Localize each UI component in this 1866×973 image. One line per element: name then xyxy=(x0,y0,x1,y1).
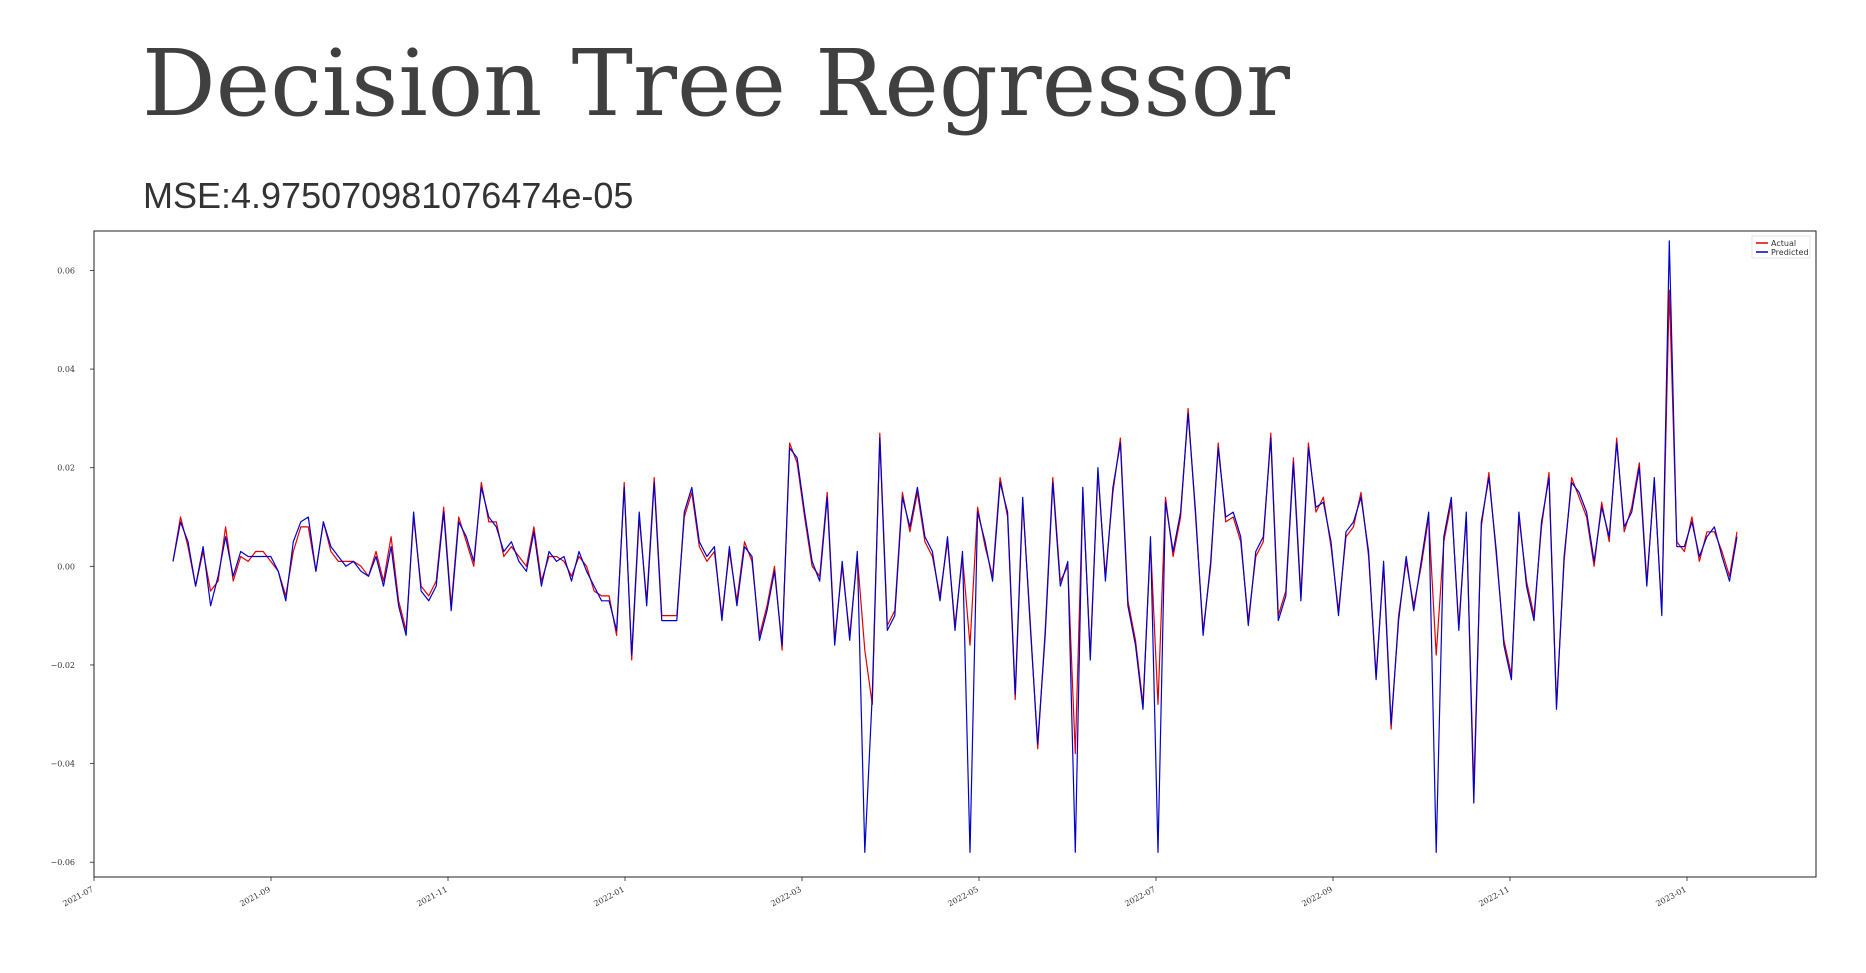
x-tick-label: 2022-11 xyxy=(1477,885,1511,909)
legend-actual-label: Actual xyxy=(1771,239,1796,248)
x-tick-label: 2021-11 xyxy=(415,885,449,909)
y-axis: −0.06 −0.04 −0.02 0.00 0.02 0.04 0.06 xyxy=(50,266,94,867)
y-tick-label: 0.04 xyxy=(57,365,75,374)
x-tick-label: 2022-01 xyxy=(592,885,626,909)
series-layer xyxy=(172,240,1738,853)
y-tick-label: 0.06 xyxy=(57,266,75,275)
mse-label: MSE:4.975070981076474e-05 xyxy=(143,175,634,216)
y-tick-label: 0.00 xyxy=(57,562,75,571)
x-tick-label: 2021-09 xyxy=(238,885,272,909)
x-tick-label: 2022-03 xyxy=(769,885,803,909)
x-tick-label: 2022-07 xyxy=(1123,885,1157,909)
series-line-actual xyxy=(172,289,1738,789)
x-tick-label: 2021-07 xyxy=(61,885,95,909)
x-axis: 2021-07 2021-09 2021-11 2022-01 2022-03 2022-… xyxy=(61,877,1688,908)
y-tick-label: −0.02 xyxy=(50,661,75,670)
y-tick-label: 0.02 xyxy=(57,464,75,473)
legend: Actual Predicted xyxy=(1751,235,1811,259)
y-tick-label: −0.04 xyxy=(50,760,75,769)
slide-title: Decision Tree Regressor xyxy=(142,30,1290,137)
x-tick-label: 2023-01 xyxy=(1654,885,1688,909)
x-tick-label: 2022-09 xyxy=(1300,885,1334,909)
y-tick-label: −0.06 xyxy=(50,858,75,867)
legend-predicted-label: Predicted xyxy=(1771,248,1809,257)
x-tick-label: 2022-05 xyxy=(946,885,980,909)
series-line-predicted xyxy=(172,240,1738,853)
plot-frame xyxy=(93,230,1817,878)
